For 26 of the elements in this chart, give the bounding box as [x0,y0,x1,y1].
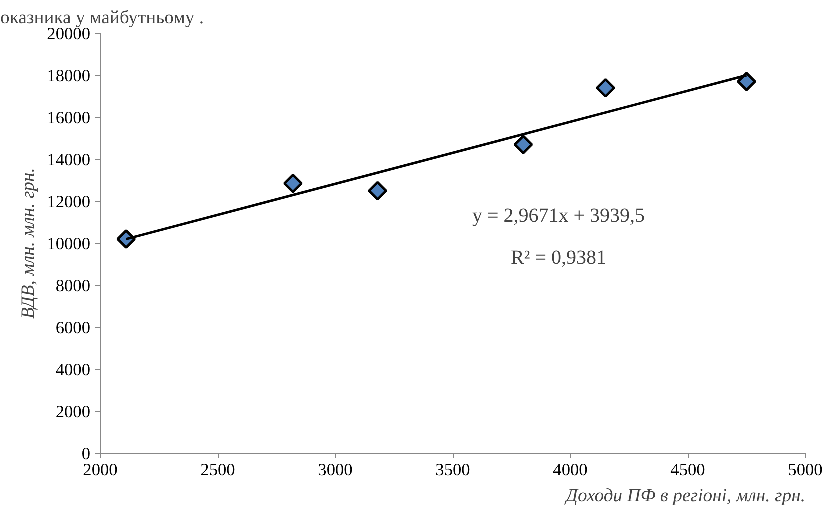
x-axis-title: Доходи ПФ в регіоні, млн. грн. [564,486,806,506]
x-tick-label: 5000 [788,460,823,480]
annotation: R² = 0,9381 [510,247,607,270]
x-tick-label: 3000 [318,460,353,480]
point [514,135,534,155]
x-tick-label: 2500 [200,460,236,480]
x-tick-label: 3500 [436,460,470,480]
x-tick-label: 2000 [83,460,118,480]
y-tick-label: 14000 [47,150,91,170]
y-axis-title: ВДВ, млн. млн. грн. [18,168,40,319]
y-tick-label: 0 [82,444,91,464]
y-tick-label: 10000 [47,234,91,254]
y-tick-label: 16000 [47,108,91,128]
y-tick-label: 12000 [47,192,91,212]
point [283,174,303,194]
y-tick-label: 6000 [56,318,90,338]
y-tick-label: 4000 [56,360,90,380]
y-tick-label: 2000 [56,402,90,422]
annotation: y = 2,9671x + 3939,5 [472,205,646,228]
x-tick-label: 4500 [670,460,706,480]
point [737,72,756,92]
point [368,181,388,201]
y-tick-label: 18000 [47,66,91,86]
y-tick-label: 8000 [56,276,90,296]
point [596,78,616,98]
x-tick-label: 4000 [553,460,588,480]
